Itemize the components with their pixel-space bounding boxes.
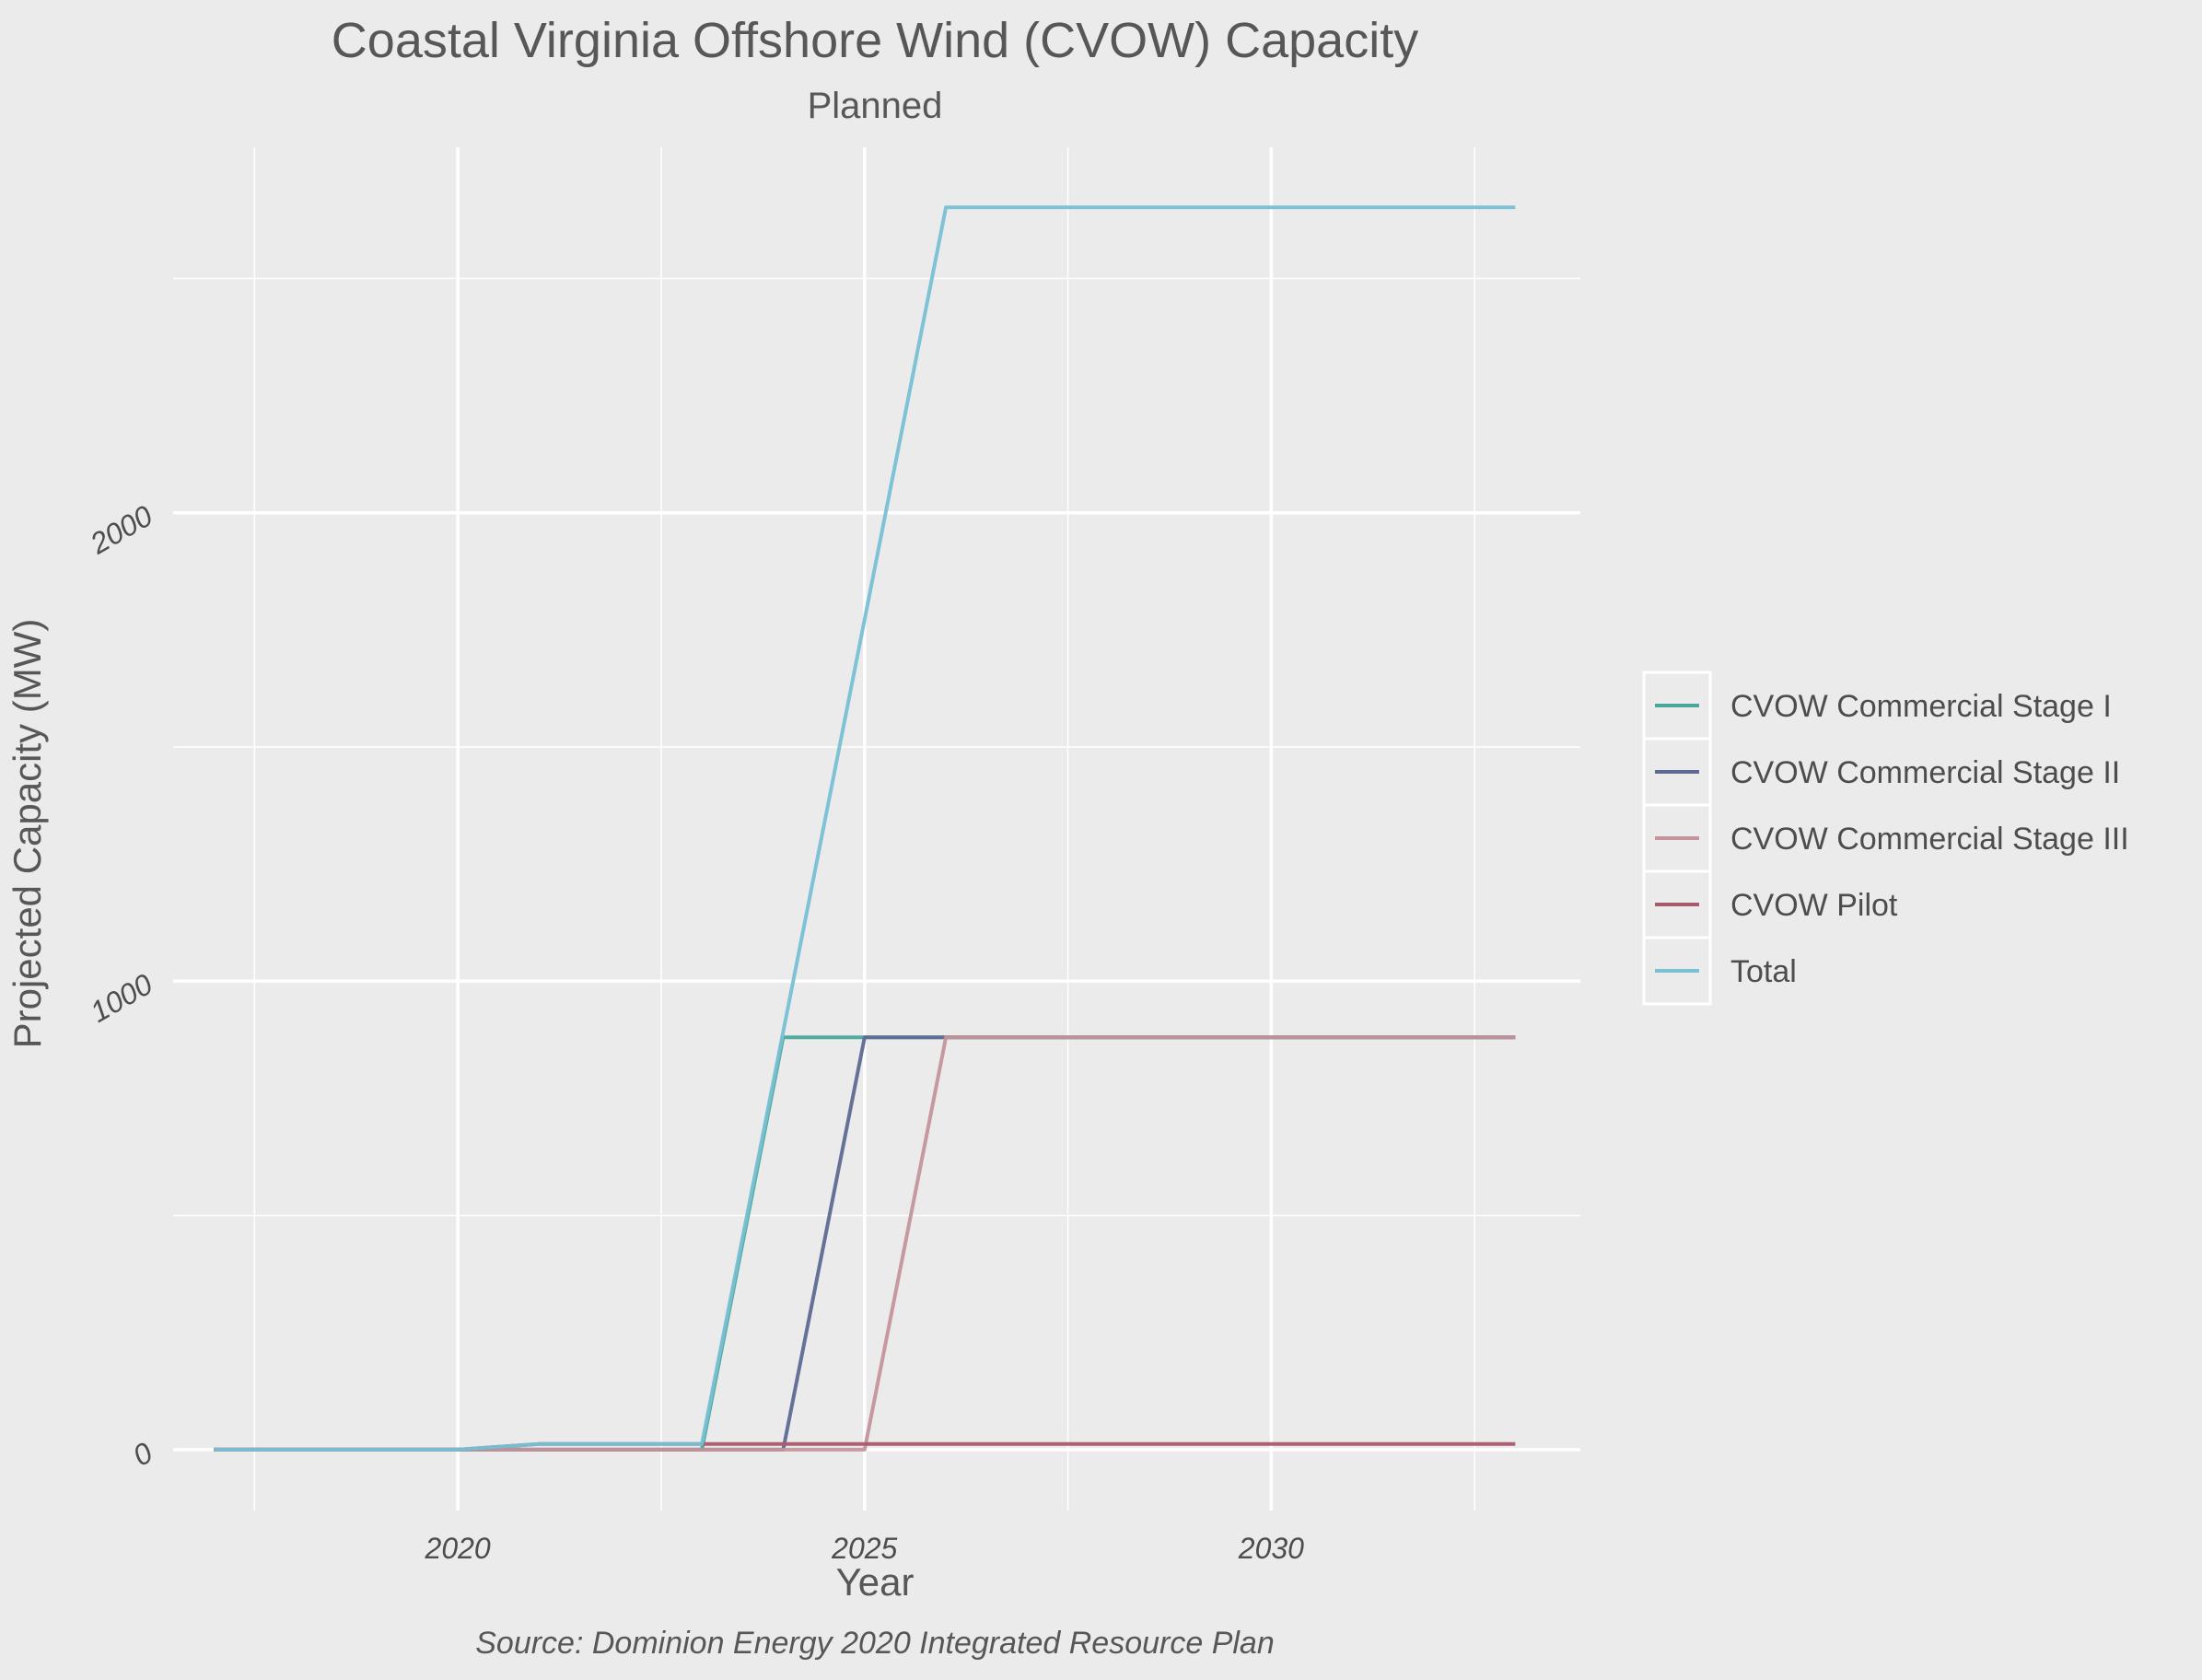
y-tick-label: 2000	[84, 498, 158, 560]
legend-label: CVOW Pilot	[1730, 888, 1898, 923]
series-lines	[214, 205, 1516, 1452]
x-tick-label: 2020	[425, 1532, 491, 1565]
source-caption: Source: Dominion Energy 2020 Integrated …	[475, 1626, 1275, 1661]
y-tick-label: 0	[127, 1436, 158, 1473]
series-line	[214, 205, 1516, 1452]
legend-label: Total	[1730, 954, 1797, 989]
y-axis-title: Projected Capacity (MW)	[6, 619, 49, 1049]
legend-label: CVOW Commercial Stage III	[1730, 822, 2129, 857]
legend-label: CVOW Commercial Stage II	[1730, 755, 2120, 790]
y-axis-ticks: 0 1000 2000	[84, 498, 158, 1472]
chart-subtitle: Planned	[808, 86, 943, 126]
y-tick-label: 1000	[85, 967, 158, 1029]
legend-label: CVOW Commercial Stage I	[1730, 689, 2112, 724]
x-axis-title: Year	[836, 1560, 915, 1604]
plot-panel	[173, 147, 1580, 1511]
legend: CVOW Commercial Stage I CVOW Commercial S…	[1642, 671, 2129, 1006]
chart-title: Coastal Virginia Offshore Wind (CVOW) Ca…	[332, 13, 1418, 68]
x-axis-ticks: 2020 2025 2030	[425, 1532, 1305, 1565]
x-tick-label: 2030	[1238, 1532, 1304, 1565]
x-tick-label: 2025	[831, 1532, 897, 1565]
grid	[173, 147, 1580, 1511]
